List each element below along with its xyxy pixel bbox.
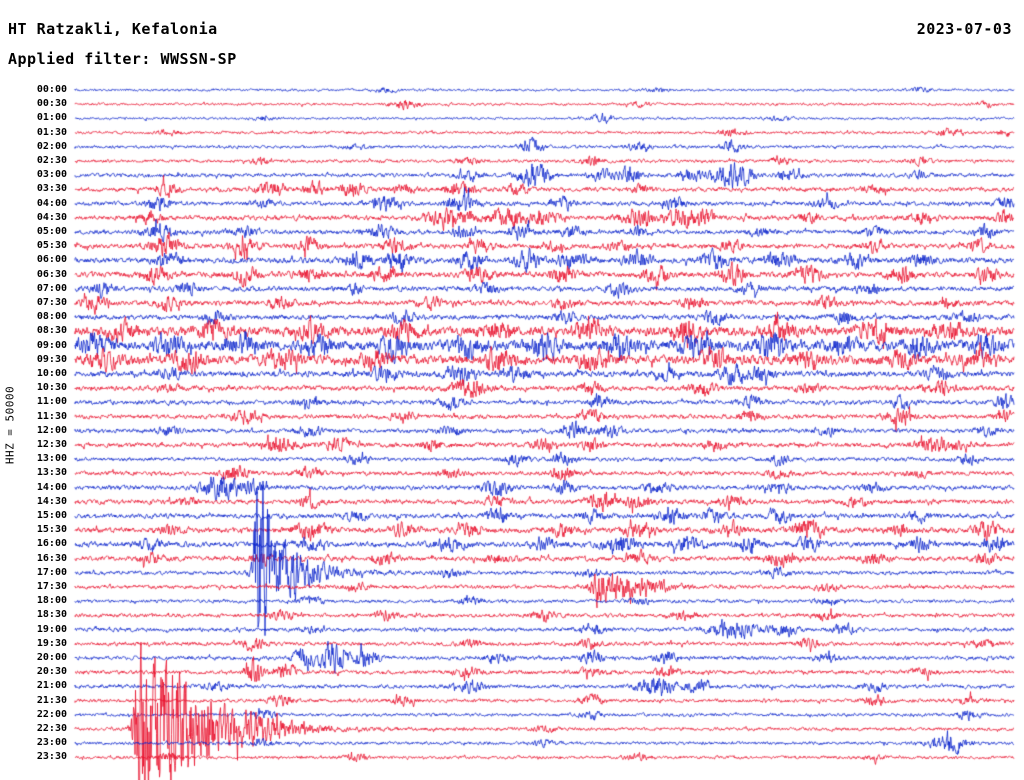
time-label: 11:00 [36,396,67,408]
time-label: 23:30 [36,751,67,763]
time-label: 09:00 [36,339,67,351]
time-label: 07:30 [36,297,67,308]
time-label: 08:30 [36,325,67,337]
time-label: 02:00 [36,140,67,152]
time-label: 14:30 [36,495,67,507]
time-label: 17:00 [36,566,67,578]
time-label: 10:30 [36,382,67,394]
time-label: 14:00 [36,481,67,493]
time-label: 15:00 [36,510,67,521]
filter-label: Applied filter: WWSSN-SP [8,50,237,68]
channel-scale-label: HHZ = 50000 [3,385,17,465]
time-label: 03:30 [36,183,67,195]
time-label: 20:30 [36,666,67,678]
time-label: 18:00 [36,595,67,607]
time-label: 21:00 [36,680,67,692]
time-label: 23:00 [36,737,67,749]
time-label: 06:30 [36,268,67,280]
time-label: 03:00 [36,169,67,181]
time-label: 18:30 [36,609,67,621]
time-label: 09:30 [36,353,67,365]
time-label: 01:30 [36,126,67,138]
time-axis: 00:00 00:30 01:00 01:30 02:00 02:30 03:00 03:30… [0,0,70,780]
time-label: 15:30 [36,524,67,536]
time-label: 22:30 [36,723,67,734]
time-label: 02:30 [36,155,67,166]
time-label: 00:00 [36,84,67,95]
time-label: 16:00 [36,538,67,550]
time-label: 22:00 [36,708,67,720]
time-label: 04:00 [36,197,67,209]
time-label: 13:00 [36,453,67,465]
time-label: 05:30 [36,240,67,252]
date-label: 2023-07-03 [916,20,1012,38]
time-label: 01:00 [36,112,67,124]
time-label: 20:00 [36,652,67,663]
time-label: 11:30 [36,410,67,422]
time-label: 06:00 [36,254,67,266]
time-label: 17:30 [36,581,67,592]
time-label: 19:00 [36,623,67,635]
time-label: 08:00 [36,311,67,323]
time-label: 19:30 [36,637,67,649]
time-label: 05:00 [36,226,67,237]
time-label: 10:00 [36,368,67,379]
station-title: HT Ratzakli, Kefalonia [8,20,218,38]
time-label: 16:30 [36,552,67,564]
time-label: 12:30 [36,439,67,450]
time-label: 00:30 [36,98,67,110]
time-label: 12:00 [36,424,67,436]
time-label: 04:30 [36,211,67,223]
time-label: 13:30 [36,467,67,479]
time-label: 21:30 [36,694,67,706]
time-label: 07:00 [36,282,67,294]
